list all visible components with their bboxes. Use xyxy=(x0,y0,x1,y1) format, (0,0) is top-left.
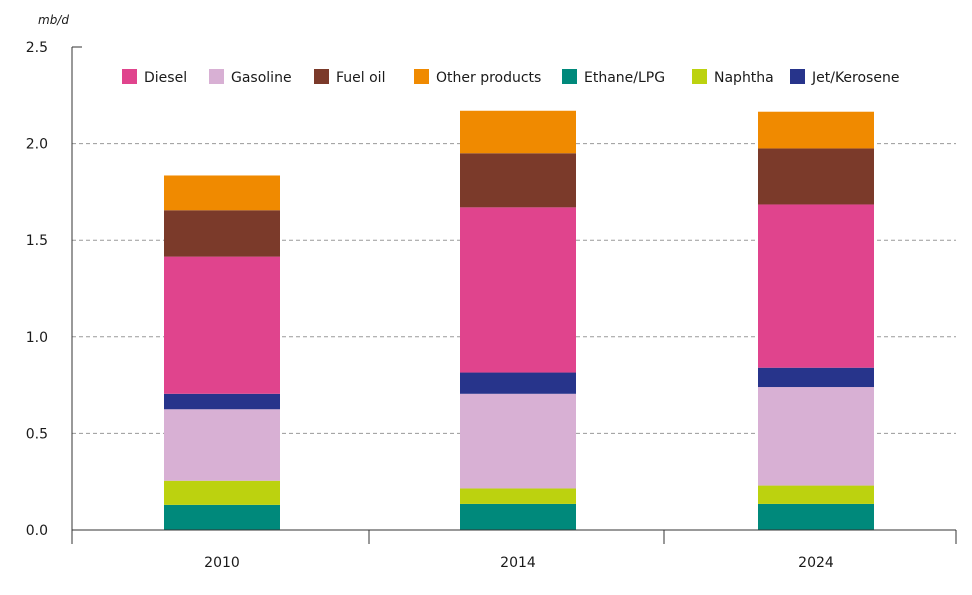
bar-segment-other-products-2010 xyxy=(164,175,280,211)
bar-segment-gasoline-2014 xyxy=(460,393,576,489)
bar-segment-ethane-lpg-2010 xyxy=(164,504,280,530)
legend-label: Other products xyxy=(436,70,541,86)
bar-segment-naphtha-2010 xyxy=(164,480,280,505)
bar-segment-jet-kerosene-2014 xyxy=(460,372,576,394)
bar-segment-diesel-2014 xyxy=(460,207,576,373)
bar-segment-diesel-2010 xyxy=(164,256,280,394)
bar-segment-jet-kerosene-2010 xyxy=(164,393,280,410)
y-tick-label: 0.5 xyxy=(26,426,48,442)
legend-label: Gasoline xyxy=(231,70,292,86)
bar-segment-naphtha-2024 xyxy=(758,485,874,504)
bar-segment-gasoline-2024 xyxy=(758,387,874,486)
legend-label: Jet/Kerosene xyxy=(811,70,899,86)
y-tick-label: 1.0 xyxy=(26,330,48,346)
bar-segment-fuel-oil-2014 xyxy=(460,153,576,208)
legend-swatch xyxy=(562,69,577,84)
bar-segment-fuel-oil-2010 xyxy=(164,210,280,257)
legend-swatch xyxy=(122,69,137,84)
bar-segment-other-products-2024 xyxy=(758,111,874,149)
y-tick-label: 1.5 xyxy=(26,233,48,249)
x-tick-labels: 2010 2014 2024 xyxy=(204,555,834,571)
legend-label: Naphtha xyxy=(714,70,774,86)
x-tick-label: 2010 xyxy=(204,555,240,571)
legend-label: Ethane/LPG xyxy=(584,70,665,86)
bar-segment-naphtha-2014 xyxy=(460,488,576,504)
legend-swatch xyxy=(314,69,329,84)
bar-segment-diesel-2024 xyxy=(758,204,874,368)
legend-label: Fuel oil xyxy=(336,70,385,86)
y-tick-labels: 0.0 0.5 1.0 1.5 2.0 2.5 xyxy=(26,40,48,539)
bar-segment-jet-kerosene-2024 xyxy=(758,367,874,388)
bar-segment-ethane-lpg-2024 xyxy=(758,503,874,530)
bar-segment-gasoline-2010 xyxy=(164,409,280,481)
bar-segment-fuel-oil-2024 xyxy=(758,148,874,205)
y-tick-label: 2.5 xyxy=(26,40,48,56)
unit-label: mb/d xyxy=(38,13,69,27)
y-tick-label: 0.0 xyxy=(26,523,48,539)
legend: Diesel Gasoline Fuel oil Other products Etha… xyxy=(122,69,899,86)
legend-swatch xyxy=(692,69,707,84)
bar-segment-other-products-2014 xyxy=(460,110,576,154)
legend-label: Diesel xyxy=(144,70,187,86)
x-tick-label: 2014 xyxy=(500,555,536,571)
legend-swatch xyxy=(414,69,429,84)
x-tick-label: 2024 xyxy=(798,555,834,571)
legend-swatch xyxy=(790,69,805,84)
bars xyxy=(164,110,874,530)
bar-segment-ethane-lpg-2014 xyxy=(460,503,576,530)
axes xyxy=(71,47,957,544)
y-tick-label: 2.0 xyxy=(26,137,48,153)
legend-swatch xyxy=(209,69,224,84)
